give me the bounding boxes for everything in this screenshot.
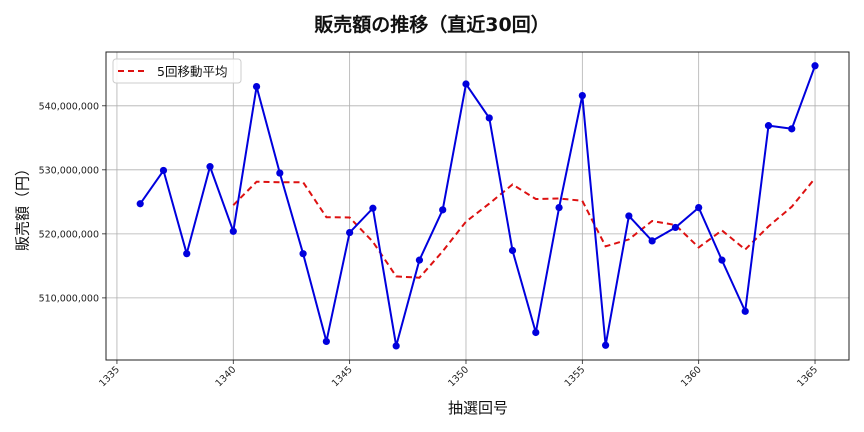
data-point-marker [183,250,191,258]
data-point-marker [439,206,447,214]
x-tick-label: 1350 [446,364,471,389]
data-point-marker [206,163,214,171]
data-point-marker [811,62,819,70]
plot-frame [105,51,850,361]
data-point-marker [415,256,424,264]
sales-series [136,62,819,350]
sales-line [139,65,816,347]
data-point-marker [741,307,749,315]
data-point-marker [671,223,680,232]
data-point-marker [462,80,470,88]
y-tick-label: 520,000,000 [39,229,99,240]
data-point-marker [276,169,284,177]
legend: 5回移動平均 [112,58,242,84]
data-point-marker [136,200,144,208]
y-tick-label: 540,000,000 [39,101,99,112]
grid-lines [106,52,849,360]
moving-average-line [232,177,816,279]
data-point-marker [508,246,517,255]
x-axis-ticks: 1335 1340 1345 1350 1355 1360 1365 [97,360,820,389]
x-axis-label: 抽選回号 [447,399,509,417]
data-point-marker [322,337,330,346]
x-tick-label: 1365 [795,364,820,389]
x-tick-label: 1355 [563,364,588,389]
y-axis-ticks: 510,000,000 520,000,000 530,000,000 540,000… [39,101,106,304]
data-point-marker [369,204,377,212]
data-point-marker [695,204,703,212]
data-point-marker [788,125,796,133]
data-point-marker [485,114,493,122]
data-point-marker [229,227,237,235]
data-point-marker [555,204,563,212]
moving-average-series [232,177,816,279]
data-point-marker [392,342,400,350]
x-tick-label: 1340 [214,364,239,389]
data-point-marker [159,166,168,175]
chart-title: 販売額の推移（直近30回） [314,14,550,36]
x-tick-label: 1360 [679,364,704,389]
x-tick-label: 1335 [97,364,122,389]
x-tick-label: 1345 [330,364,355,389]
y-tick-label: 510,000,000 [39,293,99,304]
legend-box [112,58,242,84]
data-point-marker [601,341,610,349]
data-point-marker [764,122,773,130]
y-tick-label: 530,000,000 [39,165,99,176]
data-point-marker [252,82,261,91]
data-point-marker [578,91,586,100]
data-point-marker [346,228,354,237]
data-point-marker [718,256,726,264]
legend-label-moving-average: 5回移動平均 [157,64,227,79]
data-point-marker [299,250,307,258]
data-point-marker [625,212,633,220]
data-point-marker [648,237,656,245]
data-point-marker [532,328,540,337]
